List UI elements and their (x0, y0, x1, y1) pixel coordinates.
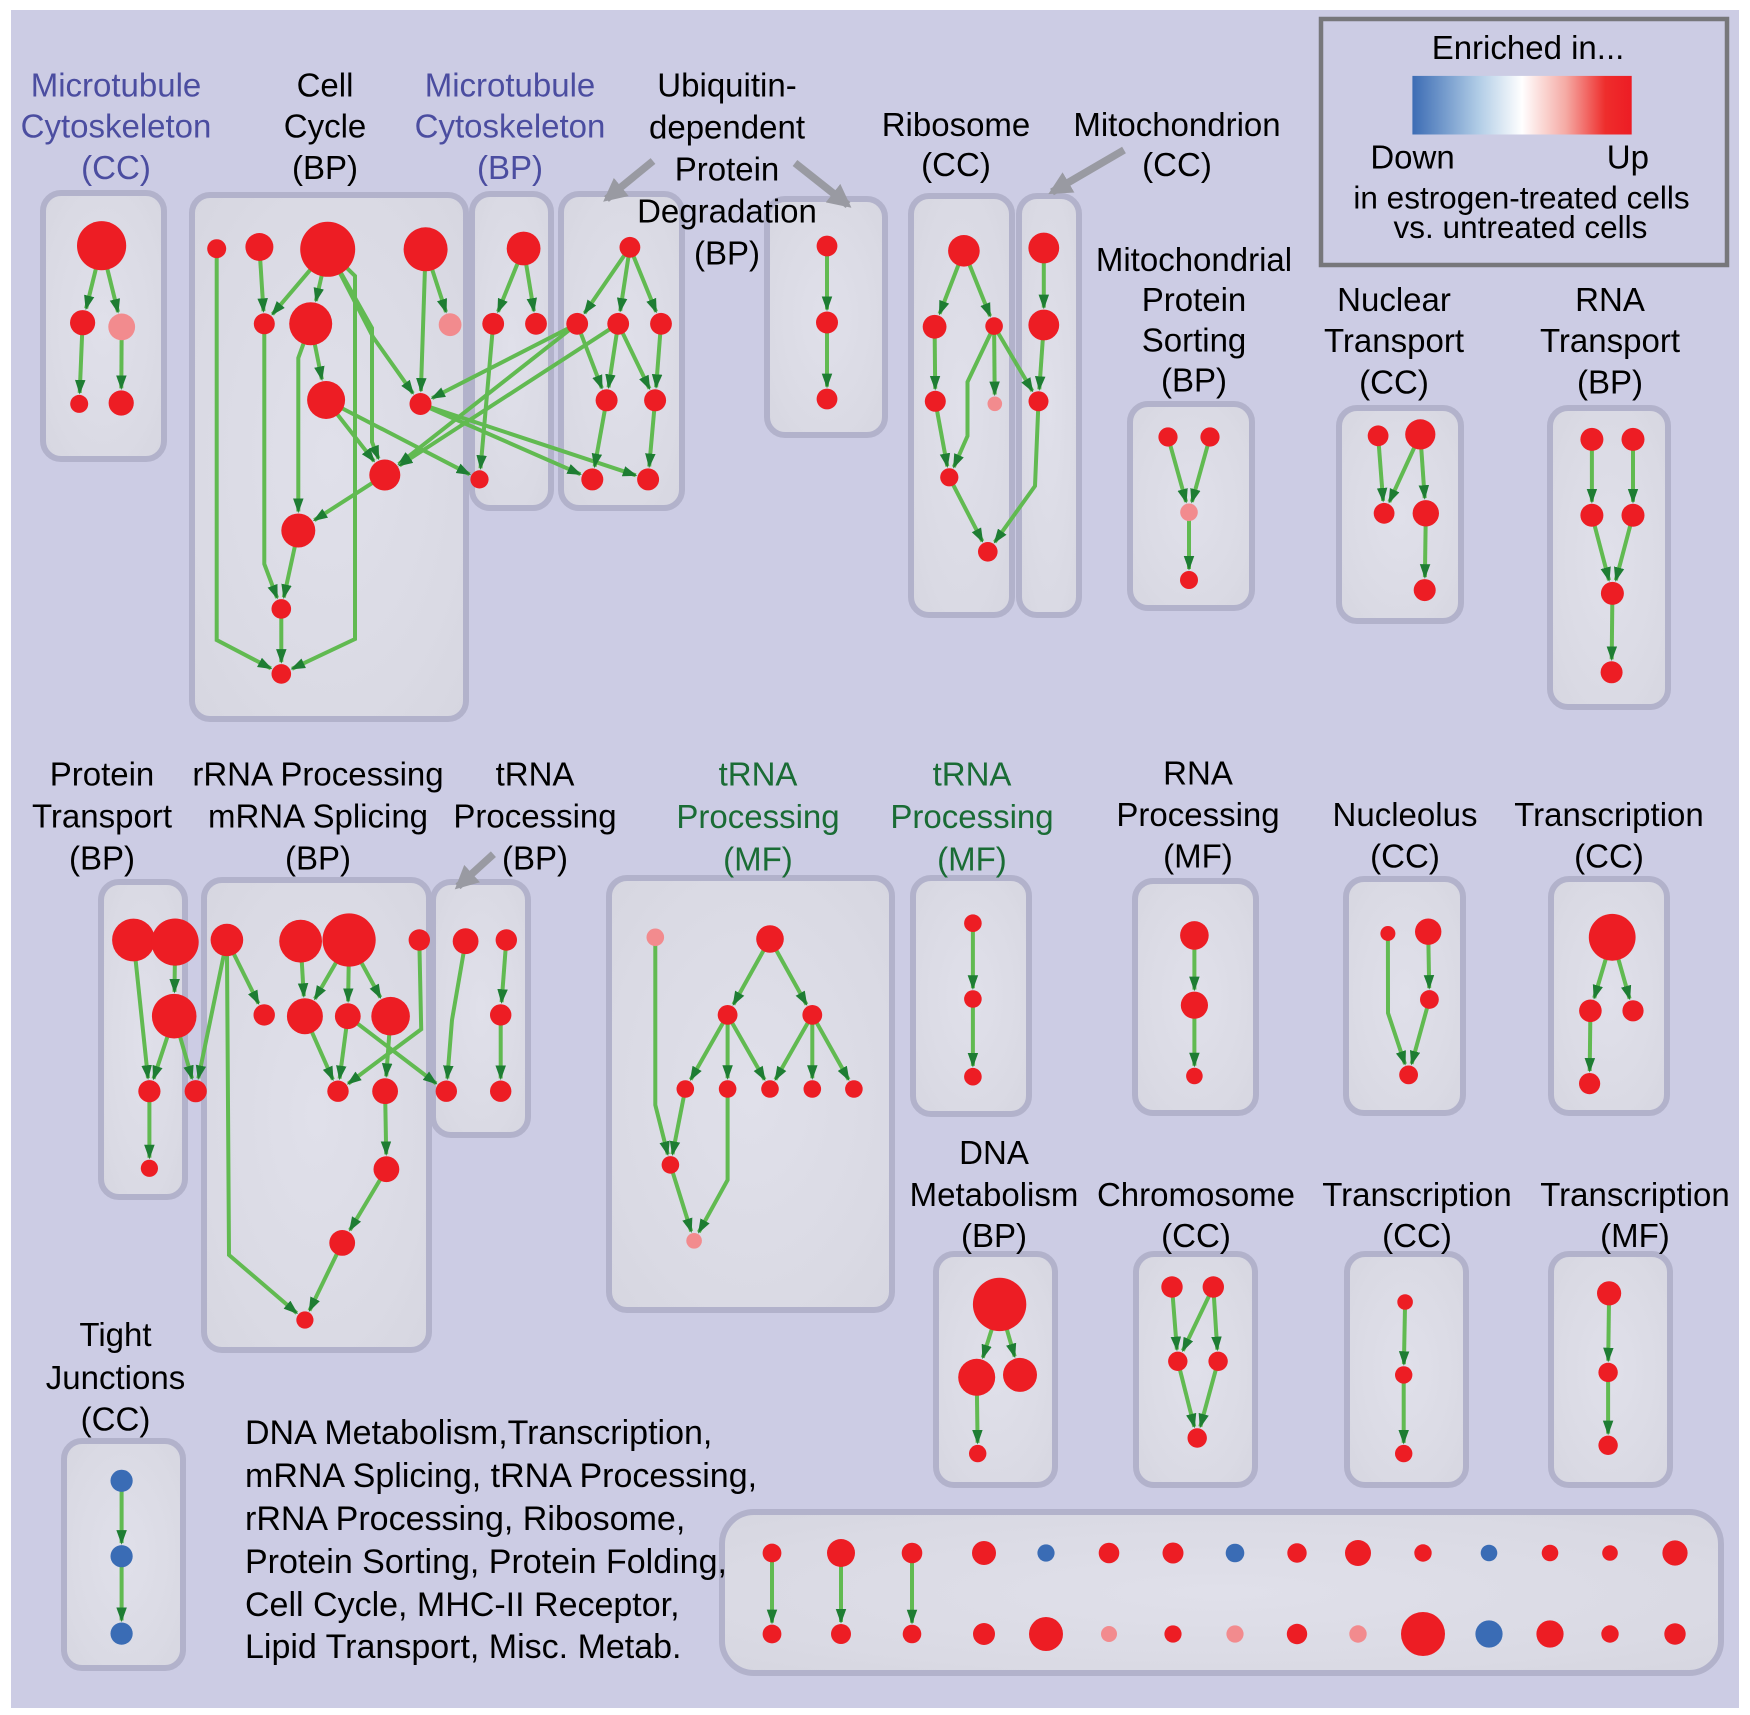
svg-text:Enriched in...: Enriched in... (1432, 29, 1625, 66)
svg-text:vs. untreated cells: vs. untreated cells (1394, 209, 1648, 245)
svg-text:Nucleolus(CC): Nucleolus (CC) (1333, 796, 1478, 875)
svg-text:Ribosome(CC): Ribosome (CC) (882, 106, 1031, 183)
svg-text:Chromosome(CC): Chromosome (CC) (1097, 1176, 1295, 1254)
svg-text:Transcription(MF): Transcription (MF) (1540, 1176, 1730, 1254)
svg-text:in estrogen-treated cells: in estrogen-treated cells (1353, 179, 1689, 215)
svg-text:Down: Down (1370, 138, 1454, 175)
svg-text:Up: Up (1607, 138, 1649, 175)
svg-text:Mitochondrion(CC): Mitochondrion (CC) (1073, 106, 1280, 183)
svg-text:Transcription(CC): Transcription (CC) (1514, 796, 1704, 875)
svg-text:DNA Metabolism,Transcription,m: DNA Metabolism,Transcription, mRNA Splici… (245, 1414, 757, 1666)
svg-text:Transcription(CC): Transcription (CC) (1322, 1176, 1512, 1254)
